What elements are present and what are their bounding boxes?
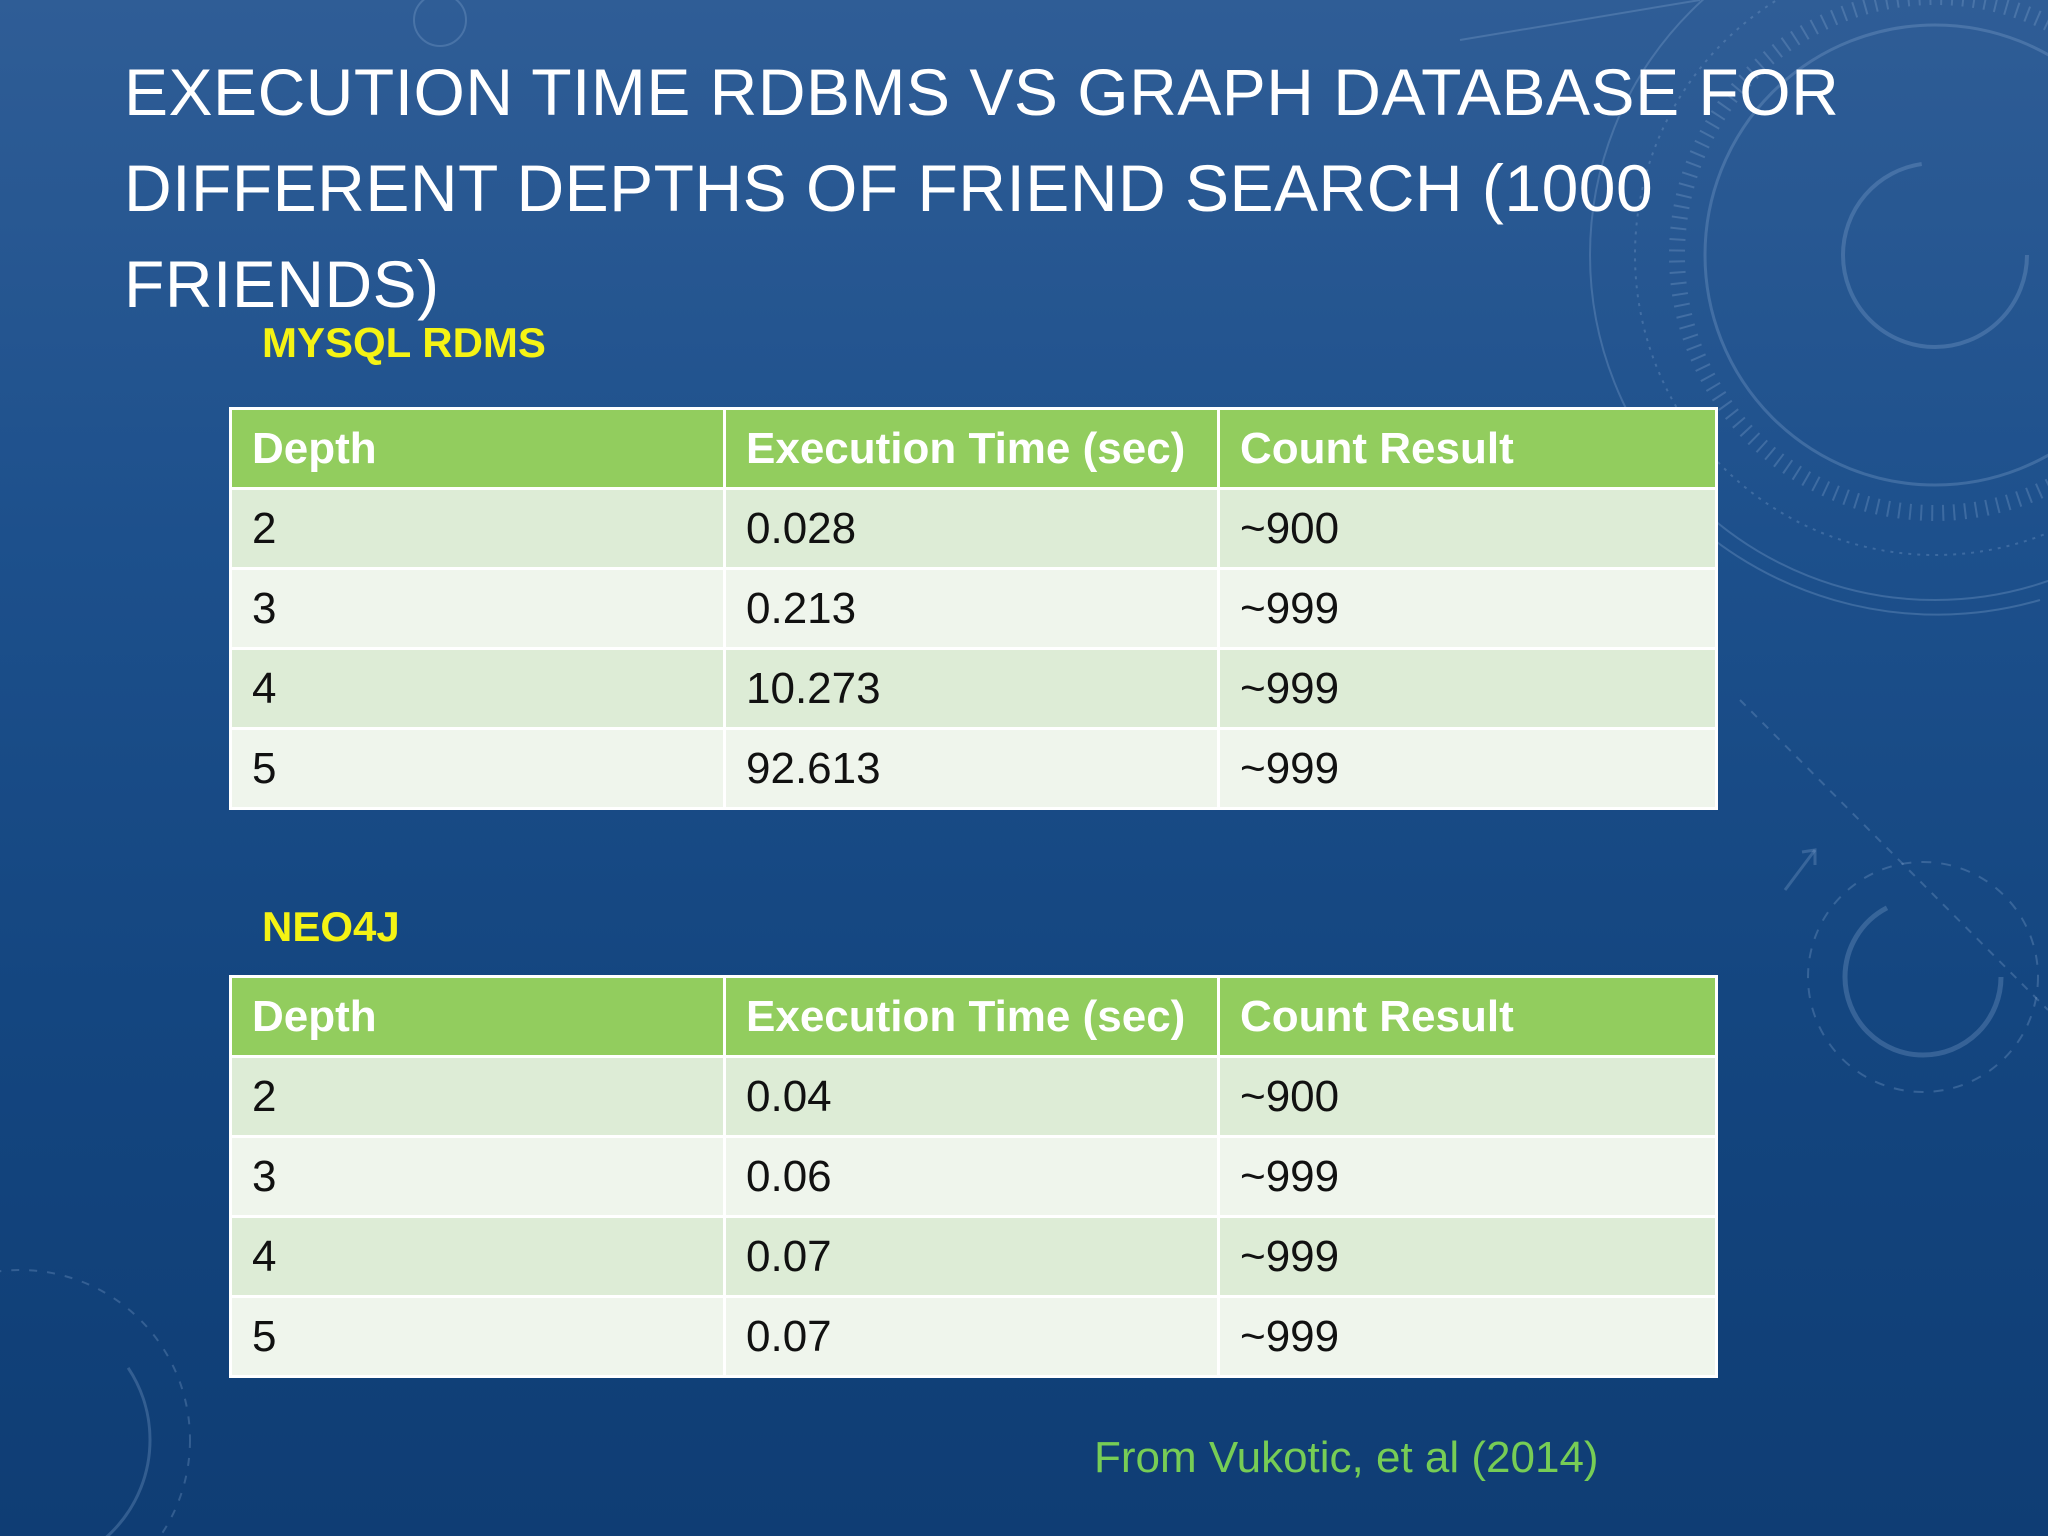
depth-cell: 5	[229, 1295, 726, 1378]
slide-title: EXECUTION TIME RDBMS VS GRAPH DATABASE F…	[124, 44, 1984, 332]
count-result-cell: ~999	[1217, 1135, 1718, 1218]
neo4j-results-table: Depth Execution Time (sec) Count Result …	[229, 975, 1718, 1378]
column-header-count-result: Count Result	[1217, 975, 1718, 1058]
column-header-execution-time: Execution Time (sec)	[723, 975, 1220, 1058]
count-result-cell: ~999	[1217, 1215, 1718, 1298]
execution-time-cell: 0.028	[723, 487, 1220, 570]
table-row: 5 0.07 ~999	[229, 1295, 1718, 1378]
execution-time-cell: 92.613	[723, 727, 1220, 810]
count-result-cell: ~900	[1217, 1055, 1718, 1138]
neo4j-section-heading: NEO4J	[262, 903, 400, 950]
table-row: 5 92.613 ~999	[229, 727, 1718, 810]
column-header-count-result: Count Result	[1217, 407, 1718, 490]
execution-time-cell: 10.273	[723, 647, 1220, 730]
table-row: 3 0.213 ~999	[229, 567, 1718, 650]
table-row: 4 0.07 ~999	[229, 1215, 1718, 1298]
depth-cell: 4	[229, 647, 726, 730]
column-header-depth: Depth	[229, 975, 726, 1058]
count-result-cell: ~900	[1217, 487, 1718, 570]
execution-time-cell: 0.07	[723, 1295, 1220, 1378]
depth-cell: 2	[229, 1055, 726, 1138]
depth-cell: 4	[229, 1215, 726, 1298]
count-result-cell: ~999	[1217, 567, 1718, 650]
count-result-cell: ~999	[1217, 1295, 1718, 1378]
depth-cell: 5	[229, 727, 726, 810]
citation-text: From Vukotic, et al (2014)	[1094, 1433, 1599, 1482]
table-row: 4 10.273 ~999	[229, 647, 1718, 730]
mysql-results-table: Depth Execution Time (sec) Count Result …	[229, 407, 1718, 810]
table-header-row: Depth Execution Time (sec) Count Result	[229, 975, 1718, 1058]
execution-time-cell: 0.04	[723, 1055, 1220, 1138]
depth-cell: 3	[229, 1135, 726, 1218]
table-row: 2 0.028 ~900	[229, 487, 1718, 570]
depth-cell: 3	[229, 567, 726, 650]
slide-title-line-2: DIFFERENT DEPTHS OF FRIEND SEARCH (1000 …	[124, 151, 1654, 321]
table-header-row: Depth Execution Time (sec) Count Result	[229, 407, 1718, 490]
table-row: 3 0.06 ~999	[229, 1135, 1718, 1218]
slide-title-line-1: EXECUTION TIME RDBMS VS GRAPH DATABASE F…	[124, 55, 1840, 129]
count-result-cell: ~999	[1217, 647, 1718, 730]
table-row: 2 0.04 ~900	[229, 1055, 1718, 1138]
count-result-cell: ~999	[1217, 727, 1718, 810]
depth-cell: 2	[229, 487, 726, 570]
column-header-depth: Depth	[229, 407, 726, 490]
execution-time-cell: 0.213	[723, 567, 1220, 650]
column-header-execution-time: Execution Time (sec)	[723, 407, 1220, 490]
execution-time-cell: 0.06	[723, 1135, 1220, 1218]
mysql-section-heading: MYSQL RDMS	[262, 319, 546, 366]
execution-time-cell: 0.07	[723, 1215, 1220, 1298]
